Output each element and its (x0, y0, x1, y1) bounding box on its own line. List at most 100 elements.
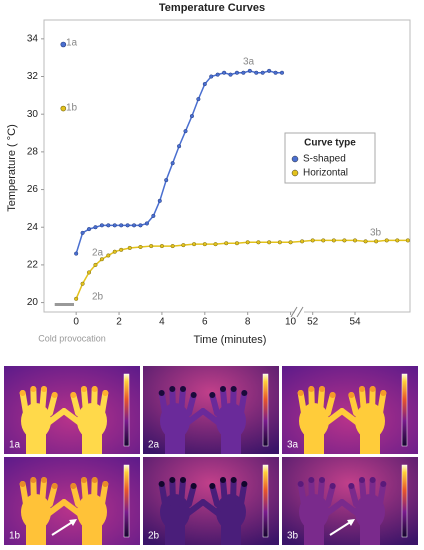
data-point (384, 238, 389, 243)
data-point (267, 68, 272, 73)
finger (178, 386, 186, 416)
arrow-head (347, 519, 355, 526)
thumb (45, 408, 67, 426)
finger (186, 483, 197, 507)
finger (19, 481, 29, 507)
data-point (228, 72, 233, 77)
finger (158, 481, 168, 507)
thermal-image (143, 457, 279, 545)
y-tick-label: 26 (27, 184, 39, 195)
baseline-point (60, 41, 67, 48)
finger (308, 477, 315, 507)
fingertip (220, 386, 226, 392)
finger (39, 477, 47, 507)
data-point (374, 239, 379, 244)
hands (297, 386, 387, 454)
data-point (234, 241, 240, 246)
data-point (267, 240, 272, 245)
data-point (279, 70, 285, 75)
data-point (260, 70, 265, 75)
data-point (331, 238, 336, 243)
finger (99, 390, 109, 416)
data-point (144, 221, 149, 226)
data-point (149, 244, 154, 249)
data-point (112, 223, 117, 228)
thumb (339, 499, 361, 517)
fingertip (30, 477, 37, 483)
y-tick-label: 22 (27, 260, 39, 271)
fingertip (190, 392, 197, 398)
thermal-image (143, 366, 279, 454)
data-point (119, 247, 124, 252)
colorbar (401, 464, 408, 538)
legend-title: Curve type (304, 138, 356, 149)
fingertip (180, 386, 186, 392)
wrist (221, 433, 241, 454)
data-point (86, 270, 92, 275)
fingertip (158, 481, 165, 487)
fingertip (51, 392, 58, 398)
axis-break (290, 306, 298, 318)
finger (209, 483, 220, 507)
finger (230, 477, 237, 507)
data-point (192, 242, 197, 247)
data-point (157, 198, 162, 203)
data-point (247, 68, 252, 73)
wrist (304, 524, 324, 545)
data-point (112, 249, 117, 254)
arrow (51, 520, 75, 536)
colorbar (262, 464, 269, 538)
data-point (138, 244, 143, 250)
thumb (184, 408, 206, 426)
fingertip (209, 392, 216, 398)
finger (369, 477, 376, 507)
wrist (82, 433, 102, 454)
thumb (45, 499, 67, 517)
finger (348, 483, 359, 507)
data-point (99, 257, 104, 262)
fingertip (348, 483, 355, 489)
data-point (93, 262, 98, 267)
fingertip (230, 477, 237, 483)
fingertip (51, 483, 58, 489)
wrist (82, 524, 102, 545)
fingertip (70, 392, 77, 398)
y-tick-label: 34 (27, 33, 39, 44)
annotation: 2b (92, 292, 104, 303)
colorbar (262, 373, 269, 447)
thumb (200, 499, 222, 517)
fingertip (91, 477, 98, 483)
data-point (74, 296, 79, 301)
colorbar (123, 464, 130, 538)
fingertip (158, 390, 165, 396)
finger (377, 481, 387, 507)
data-point (234, 70, 240, 75)
finger (348, 392, 359, 416)
data-point (405, 238, 410, 243)
x-tick-label: 54 (349, 317, 361, 328)
arrow-head (69, 519, 77, 526)
hands (19, 477, 109, 545)
panel-label: 3b (287, 531, 299, 542)
fingertip (329, 483, 336, 489)
panel-label: 2b (148, 531, 160, 542)
y-tick-label: 32 (27, 71, 39, 82)
data-point (74, 251, 79, 256)
data-point (189, 114, 194, 119)
x-tick-label: 4 (159, 317, 165, 328)
data-point (86, 227, 92, 232)
wrist (360, 524, 380, 545)
baseline-point (60, 105, 67, 112)
finger (308, 386, 315, 416)
thermal-image (4, 366, 140, 454)
data-point (80, 281, 85, 286)
data-point (342, 238, 347, 243)
fingertip (369, 386, 376, 392)
y-tick-label: 30 (27, 109, 39, 120)
panel-label: 3a (287, 440, 299, 451)
data-point (202, 242, 207, 247)
arrow (329, 520, 353, 536)
finger (30, 477, 37, 507)
legend-label: S-shaped (303, 154, 346, 165)
fingertip (297, 390, 304, 396)
